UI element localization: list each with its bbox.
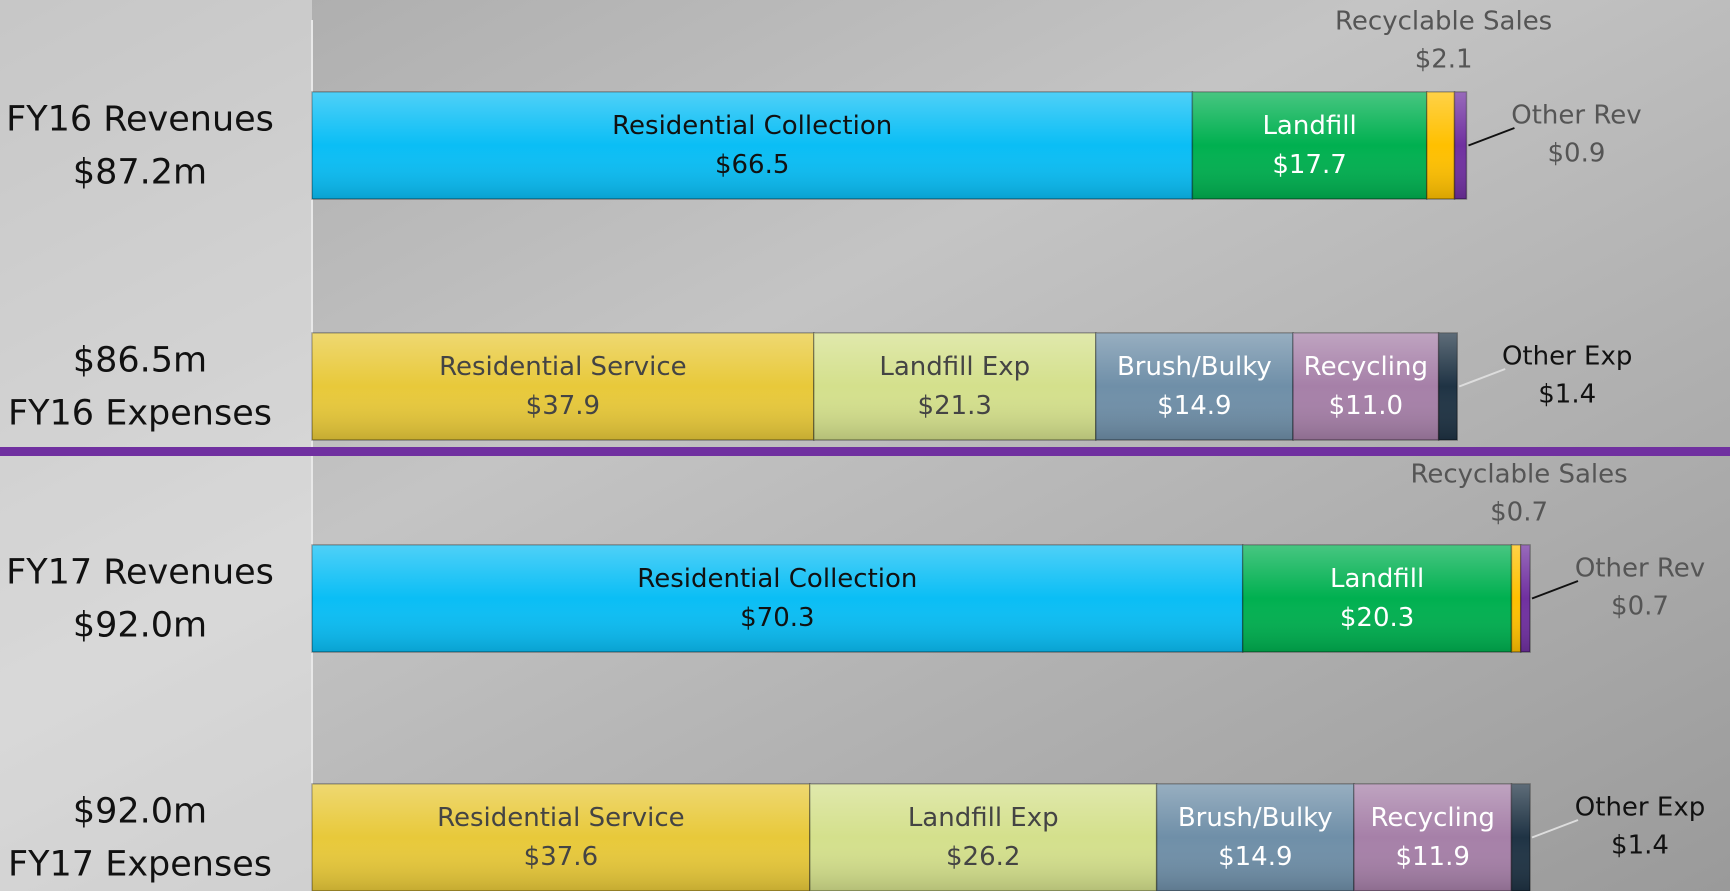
segment-name: Residential Service [439,352,687,382]
segment-name: Brush/Bulky [1117,352,1272,382]
segment-value: $70.3 [740,603,814,633]
segment-value: $0.7 [1611,592,1669,622]
segment-value: $2.1 [1415,45,1473,75]
bar-segment [1511,545,1520,652]
segment-value: $14.9 [1157,391,1231,421]
bar-segment [1511,784,1530,891]
bar-segment [1521,545,1530,652]
bar-segment [312,92,1192,199]
segment-value: $1.4 [1538,380,1596,410]
row-label: $86.5m [73,341,207,381]
row-label: $92.0m [73,792,207,832]
segment-name: Brush/Bulky [1178,803,1333,833]
bar-segment [1354,784,1512,891]
segment-name: Landfill [1262,111,1356,141]
segment-name: Recyclable Sales [1410,460,1627,490]
segment-name: Residential Collection [612,111,892,141]
bar-segment [312,333,814,440]
bar-segment [312,784,810,891]
bar-segment [1096,333,1293,440]
segment-value: $66.5 [715,150,789,180]
bar-segment [1192,92,1426,199]
segment-name: Recyclable Sales [1335,7,1552,37]
bar-segment [814,333,1096,440]
row-label: FY17 Revenues [6,553,274,593]
segment-name: Residential Collection [637,564,917,594]
row-label: $92.0m [73,606,207,646]
bar-segment [1427,92,1455,199]
bar-segment [1157,784,1354,891]
segment-value: $11.9 [1395,842,1469,872]
segment-name: Other Exp [1502,342,1632,372]
segment-name: Other Rev [1511,101,1641,131]
segment-name: Other Rev [1575,554,1705,584]
bar-segment [1243,545,1512,652]
segment-value: $37.9 [526,391,600,421]
segment-name: Residential Service [437,803,685,833]
segment-value: $1.4 [1611,831,1669,861]
row-label: FY17 Expenses [8,845,272,885]
segment-name: Landfill [1330,564,1424,594]
segment-name: Recycling [1371,803,1495,833]
segment-name: Landfill Exp [879,352,1030,382]
bar-segment [312,545,1243,652]
segment-value: $26.2 [946,842,1020,872]
bar-segment [1293,333,1439,440]
segment-value: $11.0 [1329,391,1403,421]
segment-name: Other Exp [1575,793,1705,823]
divider [0,447,1730,456]
segment-value: $0.7 [1490,498,1548,528]
segment-name: Recycling [1304,352,1428,382]
bar-segment [1455,92,1467,199]
bar-segment [1439,333,1458,440]
segment-value: $37.6 [524,842,598,872]
segment-value: $14.9 [1218,842,1292,872]
segment-value: $0.9 [1548,139,1606,169]
row-label: FY16 Expenses [8,394,272,434]
chart: FY16 Revenues $87.2m Residential Collectio… [0,0,1730,891]
row-label: $87.2m [73,153,207,193]
segment-value: $21.3 [918,391,992,421]
bar-segment [810,784,1157,891]
segment-name: Landfill Exp [908,803,1059,833]
row-label: FY16 Revenues [6,100,274,140]
segment-value: $20.3 [1340,603,1414,633]
segment-value: $17.7 [1272,150,1346,180]
